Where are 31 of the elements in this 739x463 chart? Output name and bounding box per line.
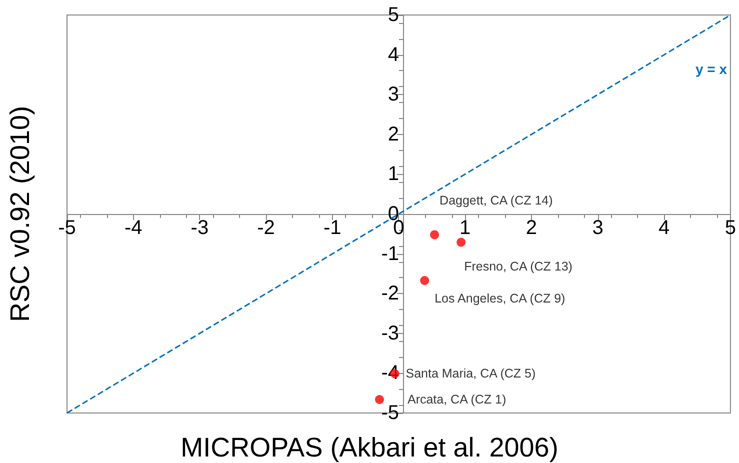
point bbox=[374, 394, 384, 404]
annotation: Arcata, CA (CZ 1) bbox=[407, 392, 506, 406]
x-tick-label: 4 bbox=[658, 217, 670, 239]
annotation: Fresno, CA (CZ 13) bbox=[464, 259, 572, 274]
x-tick-label: -2 bbox=[257, 217, 275, 239]
annotation: Santa Maria, CA (CZ 5) bbox=[406, 366, 536, 381]
y-tick-label: 5 bbox=[388, 4, 399, 26]
x-tick-label: 2 bbox=[526, 217, 537, 239]
y-tick-label: 3 bbox=[388, 84, 399, 106]
x-tick-label: -5 bbox=[58, 217, 76, 239]
x-tick-label: -4 bbox=[124, 217, 142, 239]
point bbox=[430, 230, 440, 240]
x-tick-label: 5 bbox=[724, 217, 736, 239]
y-tick-label: -5 bbox=[381, 402, 399, 424]
series-label: y = x bbox=[695, 61, 728, 77]
annotation: Daggett, CA (CZ 14) bbox=[440, 194, 553, 208]
y-tick-label: 4 bbox=[388, 44, 399, 66]
y-axis-title: RSC v0.92 (2010) bbox=[5, 106, 35, 322]
x-tick-label: 1 bbox=[460, 217, 471, 239]
annotation: Los Angeles, CA (CZ 9) bbox=[434, 291, 566, 306]
y-tick-label: -2 bbox=[381, 282, 399, 305]
y-tick-label: 2 bbox=[388, 123, 399, 146]
y-tick-label: 1 bbox=[388, 163, 399, 186]
x-tick-label: 3 bbox=[592, 217, 604, 239]
x-tick-label: -1 bbox=[323, 217, 342, 239]
x-tick-label: -3 bbox=[190, 217, 209, 239]
point bbox=[456, 238, 466, 247]
y-tick-label: -3 bbox=[381, 322, 399, 344]
y-tick-label: -1 bbox=[381, 242, 399, 265]
x-axis-title: MICROPAS (Akbari et al. 2006) bbox=[180, 432, 558, 462]
point bbox=[420, 276, 430, 285]
